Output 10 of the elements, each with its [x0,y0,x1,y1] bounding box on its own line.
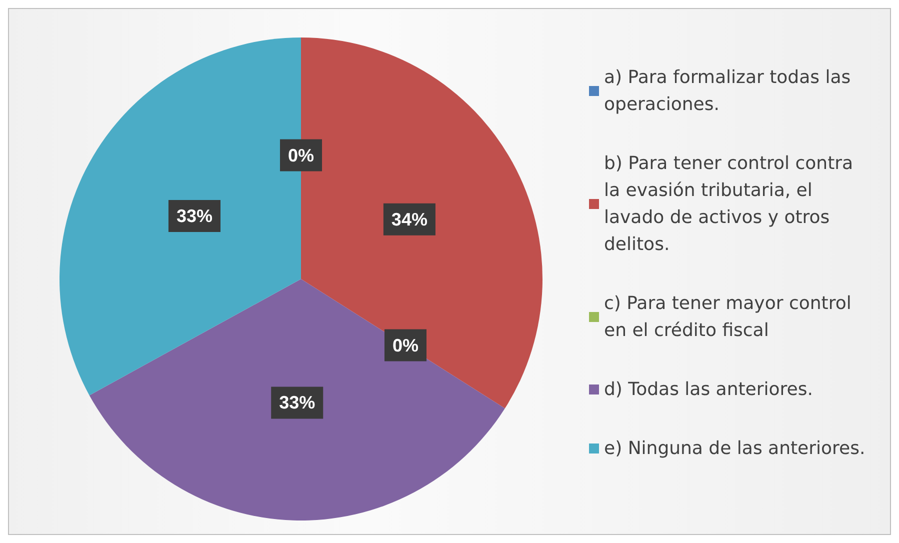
data-label: 33% [176,206,212,226]
data-label: 34% [391,209,428,230]
legend-label: c) Para tener mayor control en el crédito fiscal [604,293,858,341]
legend-label: b) Para tener control contra la evasión tributaria, el lavado de activos y otros delitos. [604,153,859,255]
legend-label: e) Ninguna de las anteriores. [604,438,866,459]
legend-label: a) Para formalizar todas las operaciones. [604,67,856,115]
data-label: 33% [279,392,316,413]
text: 0% [392,335,418,356]
legend-label: d) Todas las anteriores. [604,379,813,400]
text: 0% [288,145,314,166]
